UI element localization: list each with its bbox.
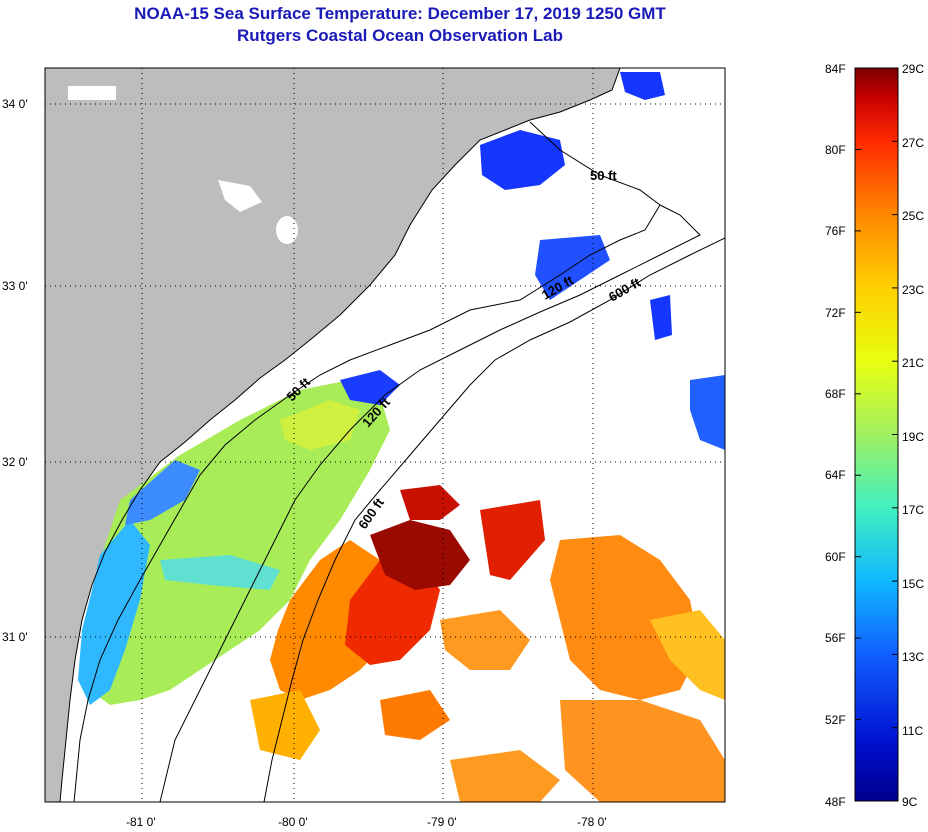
colorbar-c-label: 9C (902, 795, 918, 809)
contour-label: 50 ft (590, 168, 617, 183)
sst-patch-blue (125, 460, 200, 525)
sst-patch-blue (480, 130, 565, 190)
sst-patch-blue (78, 520, 150, 705)
colorbar-f-label: 68F (825, 387, 846, 401)
map-title: NOAA-15 Sea Surface Temperature: Decembe… (134, 4, 666, 23)
inland-lake (218, 180, 262, 212)
lat-label: 33 0' (2, 279, 28, 293)
sst-patch-orange (560, 700, 725, 802)
sst-patch-red (480, 500, 545, 580)
lon-label: -80 0' (278, 815, 308, 829)
inland-lake (68, 86, 116, 100)
colorbar-c-label: 29C (902, 62, 924, 76)
sst-patch-green (80, 380, 390, 705)
lat-label: 34 0' (2, 97, 28, 111)
map-subtitle: Rutgers Coastal Ocean Observation Lab (237, 26, 563, 45)
lat-label: 32 0' (2, 455, 28, 469)
sst-patch-yellow (250, 690, 320, 760)
colorbar-c-label: 13C (902, 650, 924, 664)
sst-patch-orange (380, 690, 450, 740)
grid-lines (45, 68, 725, 802)
sst-patch-blue (620, 72, 665, 100)
colorbar-f-label: 52F (825, 713, 846, 727)
lon-label: -81 0' (126, 815, 156, 829)
colorbar-f-label: 72F (825, 306, 846, 320)
colorbar-f-label: 60F (825, 550, 846, 564)
colorbar-c-label: 21C (902, 356, 924, 370)
sst-patch-orange (450, 750, 560, 802)
land-area (45, 68, 620, 802)
colorbar-f-label: 48F (825, 795, 846, 809)
coastline (59, 68, 621, 802)
colorbar-c-label: 15C (902, 577, 924, 591)
contour-120ft (159, 204, 701, 802)
colorbar-c-label: 17C (902, 503, 924, 517)
colorbar-f-label: 76F (825, 224, 846, 238)
sst-patch-blue (690, 375, 725, 450)
sst-patch-orange (550, 535, 700, 700)
colorbar-f-label: 80F (825, 143, 846, 157)
colorbar-ticks (855, 67, 898, 802)
inland-lake (276, 216, 298, 244)
lat-label: 31 0' (2, 630, 28, 644)
sst-patch-cyan (160, 555, 280, 590)
sst-patch-yellow (280, 400, 360, 450)
map-frame (44, 67, 726, 803)
sst-patch-blue (340, 370, 400, 405)
colorbar (854, 67, 899, 802)
colorbar-c-label: 19C (902, 430, 924, 444)
sst-patch-orange (440, 610, 530, 670)
sst-patch-blue (650, 295, 672, 340)
colorbar-c-label: 11C (902, 724, 923, 738)
sst-patch-darkred (370, 520, 470, 590)
lon-label: -78 0' (577, 815, 607, 829)
colorbar-f-label: 64F (825, 468, 846, 482)
sst-patch-red (400, 485, 460, 520)
sst-patch-blue (535, 235, 610, 300)
contour-50ft (73, 121, 661, 802)
sst-patch-yellow (650, 610, 725, 700)
colorbar-c-label: 25C (902, 209, 924, 223)
colorbar-c-label: 27C (902, 136, 924, 150)
lon-label: -79 0' (427, 815, 457, 829)
colorbar-f-label: 56F (825, 631, 846, 645)
contour-600ft (263, 237, 725, 802)
colorbar-c-label: 23C (902, 283, 924, 297)
colorbar-f-label: 84F (825, 62, 846, 76)
